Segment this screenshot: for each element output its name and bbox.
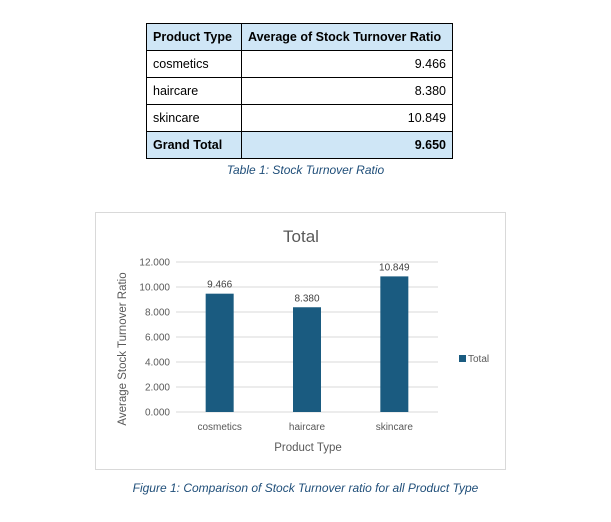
grand-total-value: 9.650 bbox=[241, 131, 453, 159]
figure-caption: Figure 1: Comparison of Stock Turnover r… bbox=[132, 481, 479, 495]
y-tick-label: 2.000 bbox=[145, 383, 170, 394]
header-avg-turnover: Average of Stock Turnover Ratio bbox=[241, 23, 453, 51]
y-axis-label: Average Stock Turnover Ratio bbox=[117, 272, 129, 425]
y-tick-label: 0.000 bbox=[145, 408, 170, 419]
table-row: haircare 8.380 bbox=[146, 77, 453, 105]
bar bbox=[205, 293, 234, 412]
bar bbox=[380, 276, 409, 412]
row-label: cosmetics bbox=[146, 50, 242, 78]
row-value: 10.849 bbox=[241, 104, 453, 132]
grand-total-row: Grand Total 9.650 bbox=[146, 131, 453, 159]
y-tick-label: 12.000 bbox=[139, 258, 170, 269]
grand-total-label: Grand Total bbox=[146, 131, 242, 159]
x-axis-label: Product Type bbox=[274, 442, 342, 454]
row-value: 8.380 bbox=[241, 77, 453, 105]
chart-svg: Total 0.000 2.000 4.000 6.000 8.000 10.000 12.0… bbox=[117, 227, 489, 454]
stock-turnover-table: Product Type Average of Stock Turnover R… bbox=[146, 23, 453, 159]
y-tick-label: 4.000 bbox=[145, 358, 170, 369]
bar-chart: Total 0.000 2.000 4.000 6.000 8.000 10.000 12.0… bbox=[95, 212, 506, 470]
table-caption: Table 1: Stock Turnover Ratio bbox=[226, 163, 385, 177]
row-label: haircare bbox=[146, 77, 242, 105]
data-label: 10.849 bbox=[379, 262, 410, 273]
table-row: cosmetics 9.466 bbox=[146, 50, 453, 78]
x-tick-label: cosmetics bbox=[197, 422, 241, 433]
chart-title: Total bbox=[283, 227, 319, 246]
x-tick-label: haircare bbox=[289, 422, 326, 433]
data-label: 9.466 bbox=[207, 280, 232, 291]
data-label: 8.380 bbox=[294, 293, 319, 304]
row-label: skincare bbox=[146, 104, 242, 132]
y-tick-label: 8.000 bbox=[145, 308, 170, 319]
x-tick-label: skincare bbox=[376, 422, 414, 433]
y-tick-label: 10.000 bbox=[139, 283, 170, 294]
table-row: skincare 10.849 bbox=[146, 104, 453, 132]
header-product-type: Product Type bbox=[146, 23, 242, 51]
legend-label: Total bbox=[468, 354, 489, 365]
row-value: 9.466 bbox=[241, 50, 453, 78]
bar bbox=[293, 307, 321, 412]
legend-swatch bbox=[459, 355, 466, 362]
y-tick-label: 6.000 bbox=[145, 333, 170, 344]
table-header-row: Product Type Average of Stock Turnover R… bbox=[146, 23, 453, 51]
